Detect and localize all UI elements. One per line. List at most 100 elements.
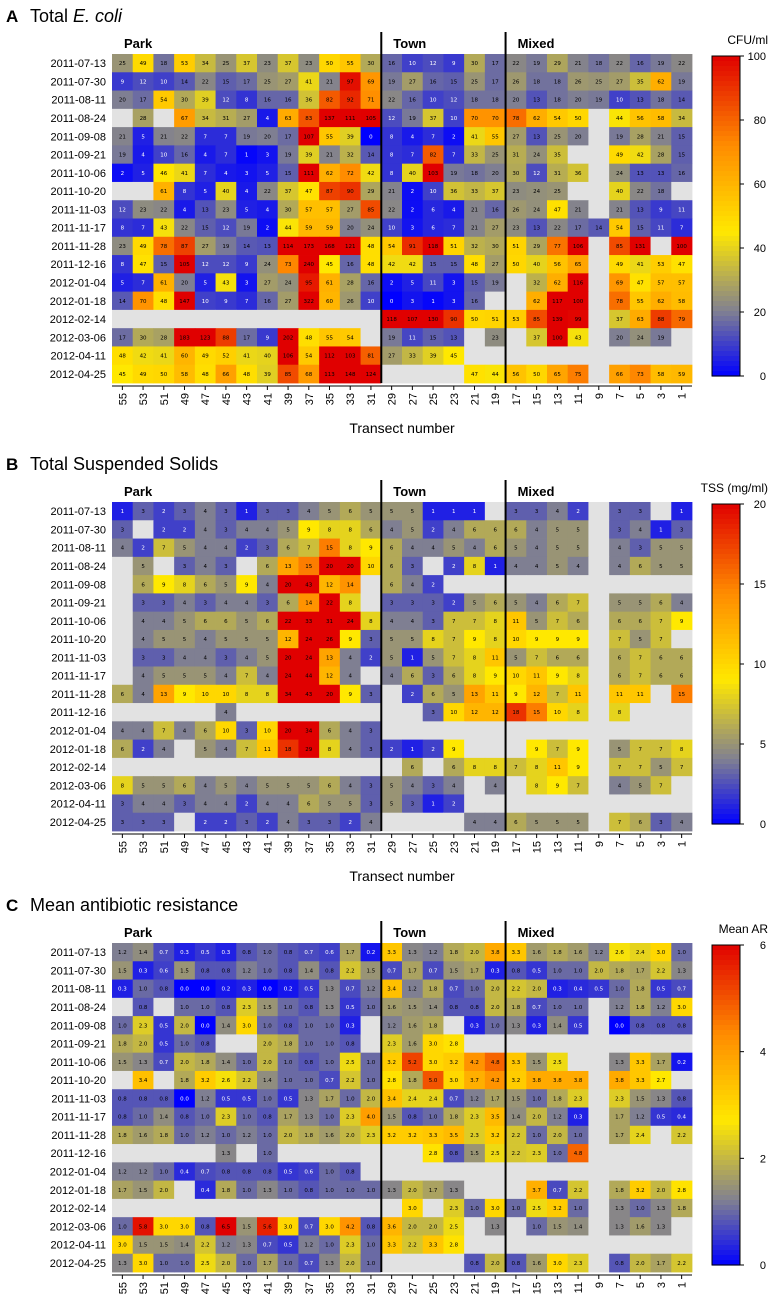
heatmap-cell-missing [484, 502, 506, 521]
cell-value: 22 [616, 61, 623, 67]
cell-value: 1.7 [325, 1096, 334, 1102]
heatmap-cell-missing [381, 1144, 403, 1163]
cell-value: 39 [305, 153, 312, 159]
colorbar-segment [712, 1130, 740, 1136]
cell-value: 6 [576, 655, 580, 661]
heatmap-cell-missing [443, 1016, 465, 1035]
heatmap-cell [547, 291, 569, 311]
cell-value: 9 [369, 546, 373, 552]
heatmap-cell [505, 556, 527, 576]
cell-value: 4 [183, 207, 187, 213]
heatmap-cell [277, 108, 299, 128]
cell-value: 5 [556, 820, 560, 826]
heatmap-cell [112, 794, 134, 814]
heatmap-cell [422, 538, 444, 558]
row-label-date: 2012-01-18 [50, 1185, 106, 1197]
heatmap-cell [319, 997, 341, 1017]
cell-value: 4 [203, 637, 207, 643]
cell-value: 1.0 [325, 1042, 334, 1048]
cell-value: 9 [473, 637, 477, 643]
colorbar-segment [712, 241, 740, 247]
heatmap-cell [360, 181, 382, 201]
heatmap-cell [650, 538, 672, 558]
cell-value: 202 [283, 335, 294, 341]
heatmap-cell [298, 181, 320, 201]
heatmap-cell [505, 611, 527, 631]
heatmap-cell [629, 1125, 651, 1145]
panel-title-text: Mean antibiotic resistance [30, 895, 238, 915]
heatmap-cell [443, 556, 465, 576]
cell-value: 5 [556, 527, 560, 533]
x-tick-label: 31 [366, 393, 378, 405]
heatmap-cell [505, 812, 527, 832]
heatmap-cell [236, 739, 258, 759]
colorbar-segment [712, 1165, 740, 1171]
heatmap-cell [484, 72, 506, 91]
heatmap-cell [567, 1089, 589, 1108]
cell-value: 1.0 [574, 1133, 583, 1139]
colorbar-segment [712, 196, 740, 202]
heatmap-cell [153, 163, 175, 183]
heatmap-cell [236, 538, 258, 558]
heatmap-cell [277, 328, 299, 347]
cell-value: 1.0 [263, 1133, 272, 1139]
cell-value: 25 [471, 79, 478, 85]
cell-value: 4.8 [491, 1060, 500, 1066]
row-label-date: 2011-07-30 [51, 524, 106, 536]
cell-value: 8 [245, 98, 249, 104]
cell-value: 8 [121, 783, 125, 789]
cell-value: 3 [390, 601, 394, 607]
heatmap-cell [505, 961, 527, 980]
heatmap-cell [671, 163, 693, 183]
cell-value: 3.3 [512, 950, 521, 956]
x-tick-label: 3 [656, 841, 668, 847]
cell-value: 53 [181, 61, 188, 67]
heatmap-cell [526, 593, 548, 613]
heatmap-cell [153, 346, 175, 366]
heatmap-cell [505, 1070, 527, 1090]
heatmap-cell [298, 611, 320, 631]
colorbar-segment [712, 271, 740, 277]
cell-value: 9 [348, 692, 352, 698]
cell-value: 1.2 [222, 1243, 231, 1249]
heatmap-cell [194, 502, 216, 521]
heatmap-cell [132, 979, 154, 999]
heatmap-cell-missing [112, 556, 134, 576]
heatmap-cell [609, 502, 631, 521]
heatmap-cell [132, 1107, 154, 1127]
colorbar-segment [712, 346, 740, 352]
heatmap-cell [132, 108, 154, 128]
cell-value: 9 [245, 582, 249, 588]
cell-value: 3.5 [449, 1133, 458, 1139]
heatmap-cell [194, 538, 216, 558]
cell-value: 4 [224, 601, 228, 607]
heatmap-cell [567, 1070, 589, 1090]
cell-value: 17 [575, 226, 582, 232]
heatmap-cell-missing [194, 1144, 216, 1163]
cell-value: 15 [678, 692, 685, 698]
cell-value: 9 [224, 299, 228, 305]
cell-value: 9 [307, 527, 311, 533]
heatmap-cell [567, 593, 589, 613]
cell-value: 0.5 [201, 950, 210, 956]
x-tick-label: 15 [532, 393, 544, 405]
cell-value: 12 [140, 79, 147, 85]
heatmap-cell [298, 556, 320, 576]
cell-value: 4 [266, 674, 270, 680]
heatmap-cell [153, 1107, 175, 1127]
heatmap-cell [629, 520, 651, 539]
heatmap-cell [194, 1235, 216, 1255]
heatmap-cell [505, 1016, 527, 1035]
heatmap-cell [174, 721, 196, 741]
heatmap-cell [298, 1107, 320, 1127]
cell-value: 8 [473, 674, 477, 680]
heatmap-cell [671, 739, 693, 759]
cell-value: 0.7 [553, 1188, 562, 1194]
cell-value: 5 [183, 546, 187, 552]
cell-value: 67 [181, 116, 188, 122]
cell-value: 6 [452, 765, 456, 771]
cell-value: 70 [492, 116, 499, 122]
heatmap-cell-missing [588, 1070, 610, 1090]
heatmap-cell [381, 1034, 403, 1054]
heatmap-cell [339, 108, 361, 128]
